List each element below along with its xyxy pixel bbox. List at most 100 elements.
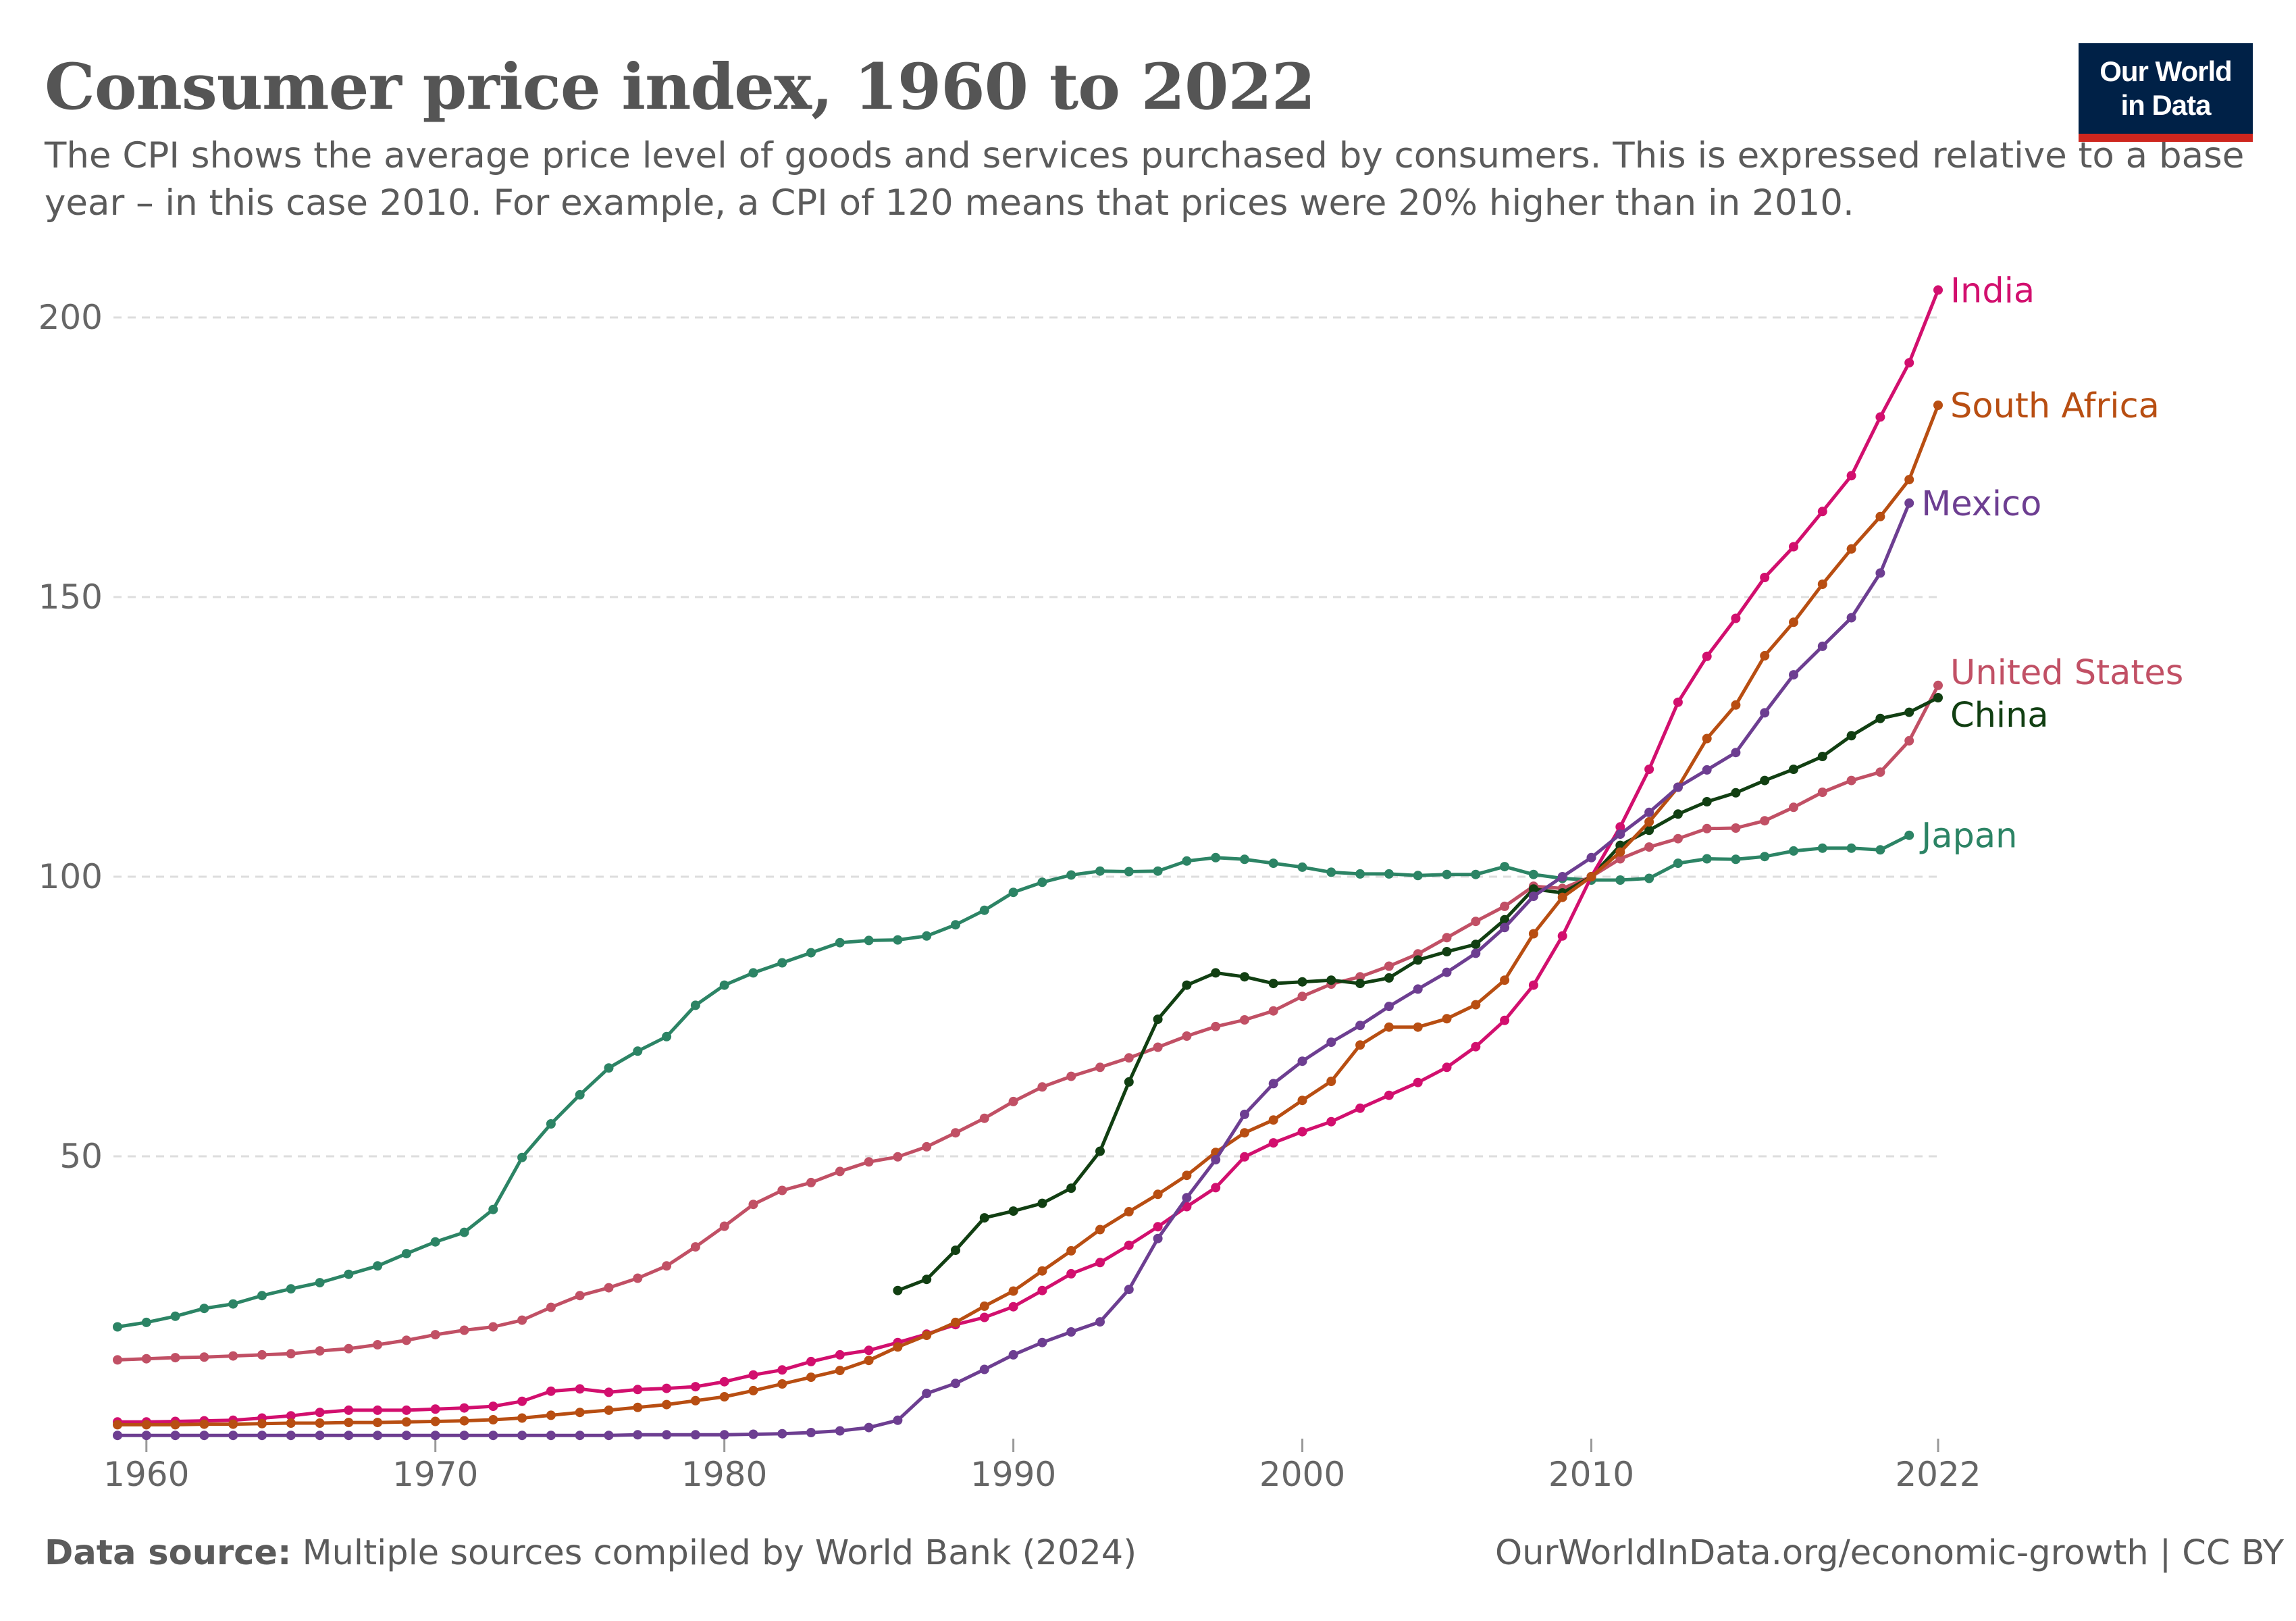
series-japan bbox=[113, 830, 1914, 1332]
data-point bbox=[864, 1422, 874, 1433]
data-point bbox=[1846, 471, 1856, 481]
data-point bbox=[1644, 765, 1654, 774]
data-point bbox=[893, 1152, 903, 1162]
data-point bbox=[1182, 980, 1192, 990]
data-point bbox=[575, 1431, 585, 1441]
data-point bbox=[315, 1278, 325, 1288]
data-point bbox=[662, 1261, 672, 1271]
data-point bbox=[113, 1322, 122, 1332]
data-point bbox=[170, 1420, 180, 1430]
data-point bbox=[1037, 1082, 1047, 1092]
data-point bbox=[1471, 940, 1481, 950]
data-point bbox=[1644, 842, 1654, 852]
data-point bbox=[1442, 967, 1452, 977]
data-point bbox=[459, 1431, 469, 1441]
data-point bbox=[748, 968, 758, 978]
data-point bbox=[1471, 1000, 1481, 1010]
data-point bbox=[1442, 1014, 1452, 1024]
data-point bbox=[1673, 858, 1683, 869]
data-point bbox=[1904, 358, 1914, 368]
data-point bbox=[604, 1063, 614, 1073]
data-point bbox=[1615, 829, 1625, 840]
data-point bbox=[1875, 713, 1885, 723]
data-point bbox=[1528, 892, 1538, 901]
data-point bbox=[1586, 872, 1596, 881]
data-point bbox=[951, 1379, 960, 1389]
data-point bbox=[979, 1213, 989, 1223]
data-point bbox=[979, 1113, 989, 1123]
data-point bbox=[170, 1431, 180, 1441]
data-point bbox=[1933, 401, 1943, 410]
data-point bbox=[199, 1431, 209, 1441]
data-point bbox=[1875, 568, 1885, 578]
data-point bbox=[1702, 823, 1712, 833]
data-point bbox=[141, 1317, 151, 1327]
data-point bbox=[1528, 884, 1538, 894]
data-point bbox=[286, 1349, 296, 1359]
data-point bbox=[228, 1299, 238, 1309]
data-point bbox=[1731, 854, 1741, 865]
data-point bbox=[1413, 871, 1423, 881]
data-point bbox=[113, 1420, 122, 1430]
data-point bbox=[315, 1346, 325, 1356]
data-point bbox=[1557, 931, 1567, 941]
data-point bbox=[893, 1415, 903, 1425]
data-point bbox=[1095, 1225, 1105, 1235]
data-point bbox=[113, 1431, 122, 1441]
data-point bbox=[257, 1418, 267, 1429]
data-point bbox=[1268, 1079, 1278, 1089]
data-point bbox=[344, 1405, 354, 1415]
data-point bbox=[1760, 573, 1770, 582]
data-point bbox=[1933, 693, 1943, 702]
data-point bbox=[604, 1431, 614, 1441]
data-point bbox=[1037, 1337, 1047, 1347]
data-point bbox=[1933, 680, 1943, 690]
series-south-africa bbox=[113, 401, 1943, 1430]
data-point bbox=[1673, 809, 1683, 819]
data-point bbox=[719, 980, 729, 990]
data-point bbox=[1384, 1002, 1394, 1012]
data-point bbox=[951, 1317, 960, 1327]
data-point bbox=[1182, 1031, 1192, 1041]
owid-logo[interactable]: Our World in Data bbox=[2079, 43, 2253, 142]
data-point bbox=[286, 1284, 296, 1294]
data-point bbox=[1066, 1268, 1076, 1279]
x-tick-label: 1960 bbox=[103, 1455, 189, 1494]
data-point bbox=[633, 1385, 643, 1395]
series-china bbox=[893, 693, 1943, 1295]
data-point bbox=[1557, 892, 1567, 902]
data-point bbox=[401, 1431, 411, 1441]
data-point bbox=[1471, 948, 1481, 958]
data-point bbox=[1644, 825, 1654, 835]
chart-title: Consumer price index, 1960 to 2022 bbox=[45, 50, 1315, 124]
data-point bbox=[1153, 1042, 1163, 1052]
data-point bbox=[1846, 843, 1856, 853]
data-point bbox=[228, 1351, 238, 1361]
source-url[interactable]: OurWorldInData.org/economic-growth | CC … bbox=[1495, 1533, 2285, 1573]
data-point bbox=[1182, 856, 1192, 866]
data-point bbox=[1875, 845, 1885, 855]
data-point bbox=[1789, 670, 1798, 680]
data-point bbox=[1500, 1015, 1510, 1025]
series-label: India bbox=[1950, 271, 2035, 311]
data-point bbox=[546, 1302, 556, 1312]
data-point bbox=[228, 1431, 238, 1441]
data-point bbox=[546, 1386, 556, 1396]
data-point bbox=[430, 1404, 440, 1414]
data-point bbox=[748, 1370, 758, 1380]
data-point bbox=[1095, 1062, 1105, 1073]
data-point bbox=[373, 1340, 383, 1349]
series-label: South Africa bbox=[1950, 386, 2160, 426]
data-point bbox=[662, 1031, 672, 1041]
data-point bbox=[199, 1352, 209, 1362]
data-point bbox=[1211, 968, 1221, 978]
data-point bbox=[979, 905, 989, 915]
data-point bbox=[864, 1356, 874, 1366]
data-point bbox=[1297, 992, 1307, 1002]
data-point bbox=[1644, 873, 1654, 883]
data-point bbox=[1933, 285, 1943, 295]
data-point bbox=[199, 1419, 209, 1429]
data-point bbox=[719, 1392, 729, 1401]
data-point bbox=[951, 1128, 960, 1138]
